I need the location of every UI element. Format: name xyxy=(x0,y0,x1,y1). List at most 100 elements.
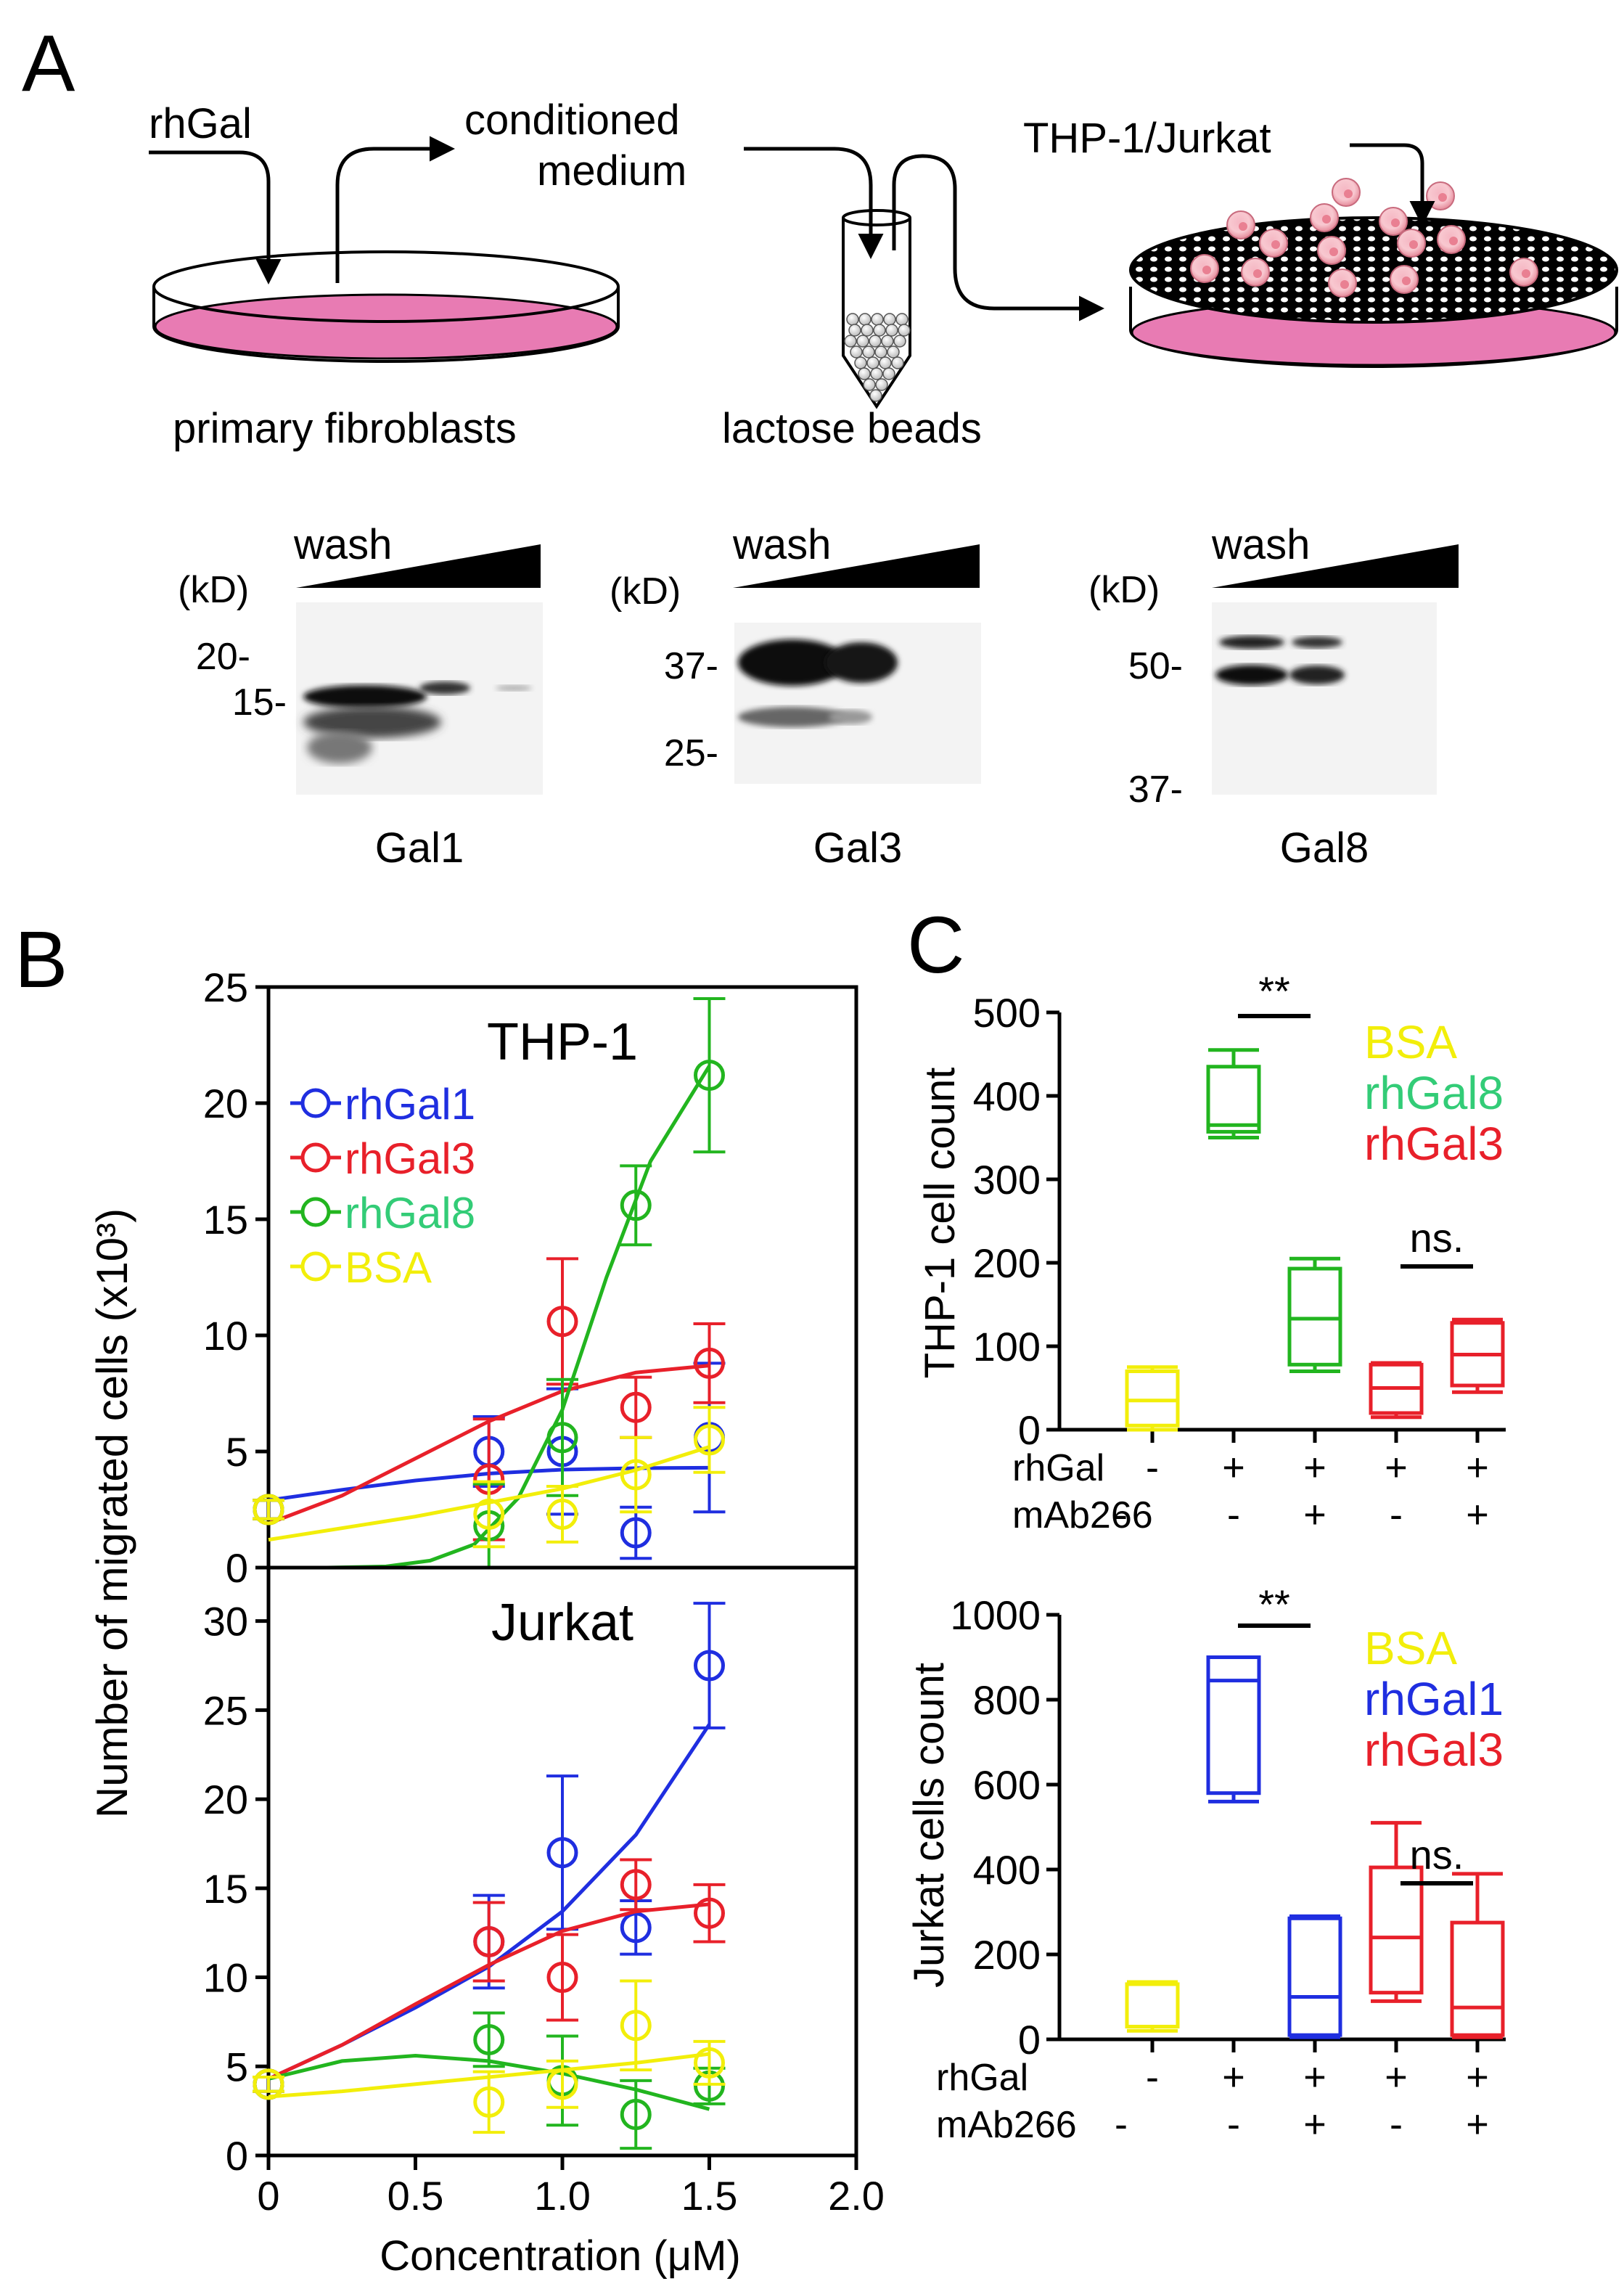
band xyxy=(307,732,372,763)
bead xyxy=(885,324,898,337)
cell-nucleus xyxy=(1391,218,1400,227)
data-point xyxy=(620,1517,652,1549)
kd-label: (kD) xyxy=(178,569,249,611)
subplot-title: Jurkat xyxy=(491,1594,633,1652)
wash-gradient-wedge xyxy=(296,544,541,588)
y-tick-label: 10 xyxy=(203,1313,248,1359)
significance-label: ** xyxy=(1258,1581,1290,1627)
b-xlabel: Concentration (μM) xyxy=(380,2232,741,2280)
legend-label: rhGal3 xyxy=(1364,1724,1504,1776)
cell-nucleus xyxy=(1340,280,1349,289)
legend-label: rhGal1 xyxy=(345,1080,475,1129)
legend-label: rhGal3 xyxy=(1364,1118,1504,1170)
y-axis-label: THP-1 cell count xyxy=(916,1068,964,1379)
bead xyxy=(871,313,884,326)
data-point xyxy=(620,1459,652,1491)
condition-sign: + xyxy=(1222,1446,1245,1489)
condition-sign: + xyxy=(1466,2102,1489,2146)
condition-sign: + xyxy=(1466,1446,1489,1489)
box xyxy=(1125,1982,1180,2028)
y-tick-label: 0 xyxy=(226,2133,248,2179)
y-tick-label: 300 xyxy=(973,1157,1041,1203)
marker-label: 20- xyxy=(196,636,250,678)
data-point xyxy=(694,1060,725,1092)
marker-label: 50- xyxy=(1128,645,1183,687)
bead xyxy=(866,356,879,369)
data-point xyxy=(546,1306,578,1338)
transwell-dish xyxy=(1129,178,1618,368)
cells-label: THP-1/Jurkat xyxy=(1023,115,1271,162)
conditioned-label: conditioned xyxy=(464,97,680,144)
band xyxy=(496,685,532,691)
data-point xyxy=(546,2068,578,2100)
western-blots: wash (kD) 20-15- Gal1 wash (kD) 37- 25- Gal3 wash… xyxy=(178,521,1459,872)
panel-label-a: A xyxy=(22,19,75,108)
box-rhGal3 xyxy=(1450,1872,1505,2039)
data-point xyxy=(546,1962,578,1994)
condition-sign: - xyxy=(1115,1493,1128,1536)
bead xyxy=(882,367,895,380)
box xyxy=(1369,1865,1424,1995)
panel-label-b: B xyxy=(15,915,67,1004)
bead xyxy=(875,378,888,391)
bead xyxy=(883,313,896,326)
legend-marker xyxy=(300,1197,331,1227)
band xyxy=(303,685,427,708)
condition-sign: - xyxy=(1227,2102,1240,2146)
rhgal-label: rhGal xyxy=(149,100,252,147)
bead-tube xyxy=(842,209,911,409)
bead xyxy=(893,335,906,348)
condition-row-label: mAb266 xyxy=(1012,1494,1153,1536)
cell-nucleus xyxy=(1344,189,1353,198)
band xyxy=(1219,636,1284,649)
schematic: rhGal conditioned medium THP-1/Jurkat pr… xyxy=(149,97,1618,452)
x-tick-label: 2.0 xyxy=(828,2173,885,2219)
condition-sign: + xyxy=(1303,2055,1326,2099)
fibroblasts-label: primary fibroblasts xyxy=(173,405,517,452)
bead xyxy=(879,356,892,369)
x-tick-label: 1.5 xyxy=(681,2173,738,2219)
bead xyxy=(858,367,871,380)
box-rhGal1 xyxy=(1287,1914,1342,2039)
data-point xyxy=(694,1897,725,1929)
to-tube-arrow xyxy=(744,147,884,259)
data-point xyxy=(473,1925,505,1957)
bead xyxy=(848,324,861,337)
x-tick-label: 1.0 xyxy=(534,2173,591,2219)
b-ylabel: Number of migrated cells (x10³) xyxy=(88,1208,136,1818)
box-rhGal3 xyxy=(1369,1361,1424,1420)
cells-arrow xyxy=(1350,143,1435,226)
series-BSA xyxy=(253,1979,726,2134)
kd-label: (kD) xyxy=(1088,569,1160,611)
marker-label: 25- xyxy=(664,732,718,774)
data-point xyxy=(694,1424,725,1456)
legend-label: BSA xyxy=(1364,1622,1457,1674)
blot-name: Gal1 xyxy=(375,824,464,872)
wash-label: wash xyxy=(732,521,831,568)
wash-label: wash xyxy=(293,521,392,568)
significance-label: ns. xyxy=(1410,1832,1464,1878)
y-tick-label: 1000 xyxy=(950,1592,1041,1638)
bead xyxy=(887,345,900,359)
condition-sign: + xyxy=(1303,1493,1326,1536)
condition-sign: + xyxy=(1385,1446,1408,1489)
lactose-beads xyxy=(844,313,911,402)
y-tick-label: 20 xyxy=(203,1777,248,1822)
band xyxy=(738,639,847,686)
y-tick-label: 200 xyxy=(973,1932,1041,1978)
series-BSA xyxy=(253,1406,726,1549)
data-point xyxy=(620,1391,652,1423)
cell-nucleus xyxy=(1202,266,1211,274)
box xyxy=(1206,1655,1261,1795)
box-rhGal8 xyxy=(1287,1256,1342,1373)
subplot-title: THP-1 xyxy=(487,1013,638,1071)
data-point xyxy=(694,2047,725,2079)
x-tick-label: 0 xyxy=(257,2173,279,2219)
wash-gradient-wedge xyxy=(733,544,980,588)
box-rhGal1 xyxy=(1206,1655,1261,1803)
condition-sign: + xyxy=(1385,2055,1408,2099)
